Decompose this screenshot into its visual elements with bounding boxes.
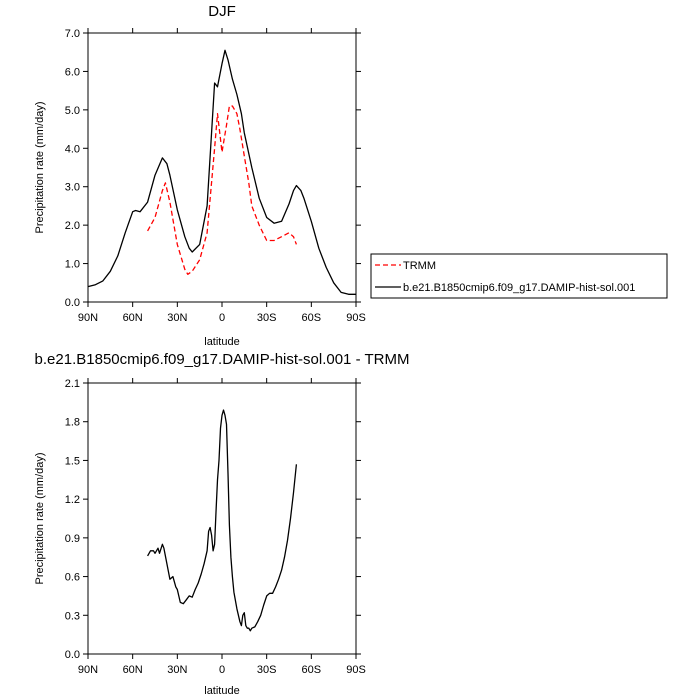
bottom-series-lines [147, 409, 298, 632]
top-x-tick-label: 90S [346, 312, 366, 324]
top-series-lines [87, 49, 356, 295]
top-y-tick-label: 7.0 [65, 28, 80, 40]
bottom-y-tick-label: 1.2 [65, 494, 80, 506]
bottom-y-axis-label: Precipitation rate (mm/day) [34, 452, 46, 584]
bottom-y-tick-label: 0.9 [65, 533, 80, 545]
top-plot-frame [87, 32, 357, 303]
bottom-x-tick-label: 30S [257, 664, 277, 676]
bottom-x-tick-label: 90S [346, 664, 366, 676]
bottom-chart-title: b.e21.B1850cmip6.f09_g17.DAMIP-hist-sol.… [35, 351, 410, 368]
bottom-plot-frame [87, 382, 357, 655]
top-y-tick-label: 2.0 [65, 220, 80, 232]
top-y-tick-label: 4.0 [65, 143, 80, 155]
top-chart-title: DJF [208, 3, 236, 20]
bottom-x-tick-label: 0 [219, 664, 225, 676]
top-series-line-1 [87, 49, 356, 295]
bottom-x-axis-label: latitude [204, 685, 239, 697]
top-x-tick-label: 60S [302, 312, 322, 324]
bottom-panel: b.e21.B1850cmip6.f09_g17.DAMIP-hist-sol.… [34, 351, 409, 697]
legend: TRMM b.e21.B1850cmip6.f09_g17.DAMIP-hist… [370, 253, 668, 299]
bottom-y-tick-label: 1.5 [65, 455, 80, 467]
bottom-x-tick-label: 60S [302, 664, 322, 676]
top-y-tick-label: 5.0 [65, 105, 80, 117]
top-y-tick-label: 1.0 [65, 259, 80, 271]
top-series-line-0 [147, 105, 298, 275]
top-y-tick-label: 0.0 [65, 297, 80, 309]
top-x-tick-label: 0 [219, 312, 225, 324]
legend-label-model: b.e21.B1850cmip6.f09_g17.DAMIP-hist-sol.… [403, 282, 635, 294]
bottom-y-tick-label: 0.0 [65, 649, 80, 661]
bottom-x-tick-label: 60N [123, 664, 143, 676]
top-axis-ticks: 90N 60N 30N 0 30S 60S 90S 0.0 1.0 2.0 3.0 4.0 5.0 6.0… [65, 28, 366, 324]
top-y-tick-label: 3.0 [65, 182, 80, 194]
legend-box [370, 253, 668, 299]
bottom-axis-ticks: 90N 60N 30N 0 30S 60S 90S 0.0 0.3 0.6 0.9 1.2 1.5 1.8… [65, 378, 366, 676]
top-panel: DJF 90N 60N 30N 0 30S 60S 90S 0.0 1.0 2.0 3.0 4.0 5.… [34, 3, 668, 348]
bottom-y-tick-label: 0.3 [65, 610, 80, 622]
bottom-series-line-0 [147, 409, 298, 632]
top-y-axis-label: Precipitation rate (mm/day) [34, 101, 46, 233]
top-x-tick-label: 30S [257, 312, 277, 324]
bottom-y-tick-label: 2.1 [65, 378, 80, 390]
bottom-x-tick-label: 30N [167, 664, 187, 676]
top-x-axis-label: latitude [204, 336, 239, 348]
bottom-y-tick-label: 1.8 [65, 417, 80, 429]
top-x-tick-label: 90N [78, 312, 98, 324]
top-y-tick-label: 6.0 [65, 66, 80, 78]
bottom-x-tick-label: 90N [78, 664, 98, 676]
top-x-tick-label: 60N [123, 312, 143, 324]
bottom-y-tick-label: 0.6 [65, 572, 80, 584]
legend-label-trmm: TRMM [403, 260, 436, 272]
top-x-tick-label: 30N [167, 312, 187, 324]
